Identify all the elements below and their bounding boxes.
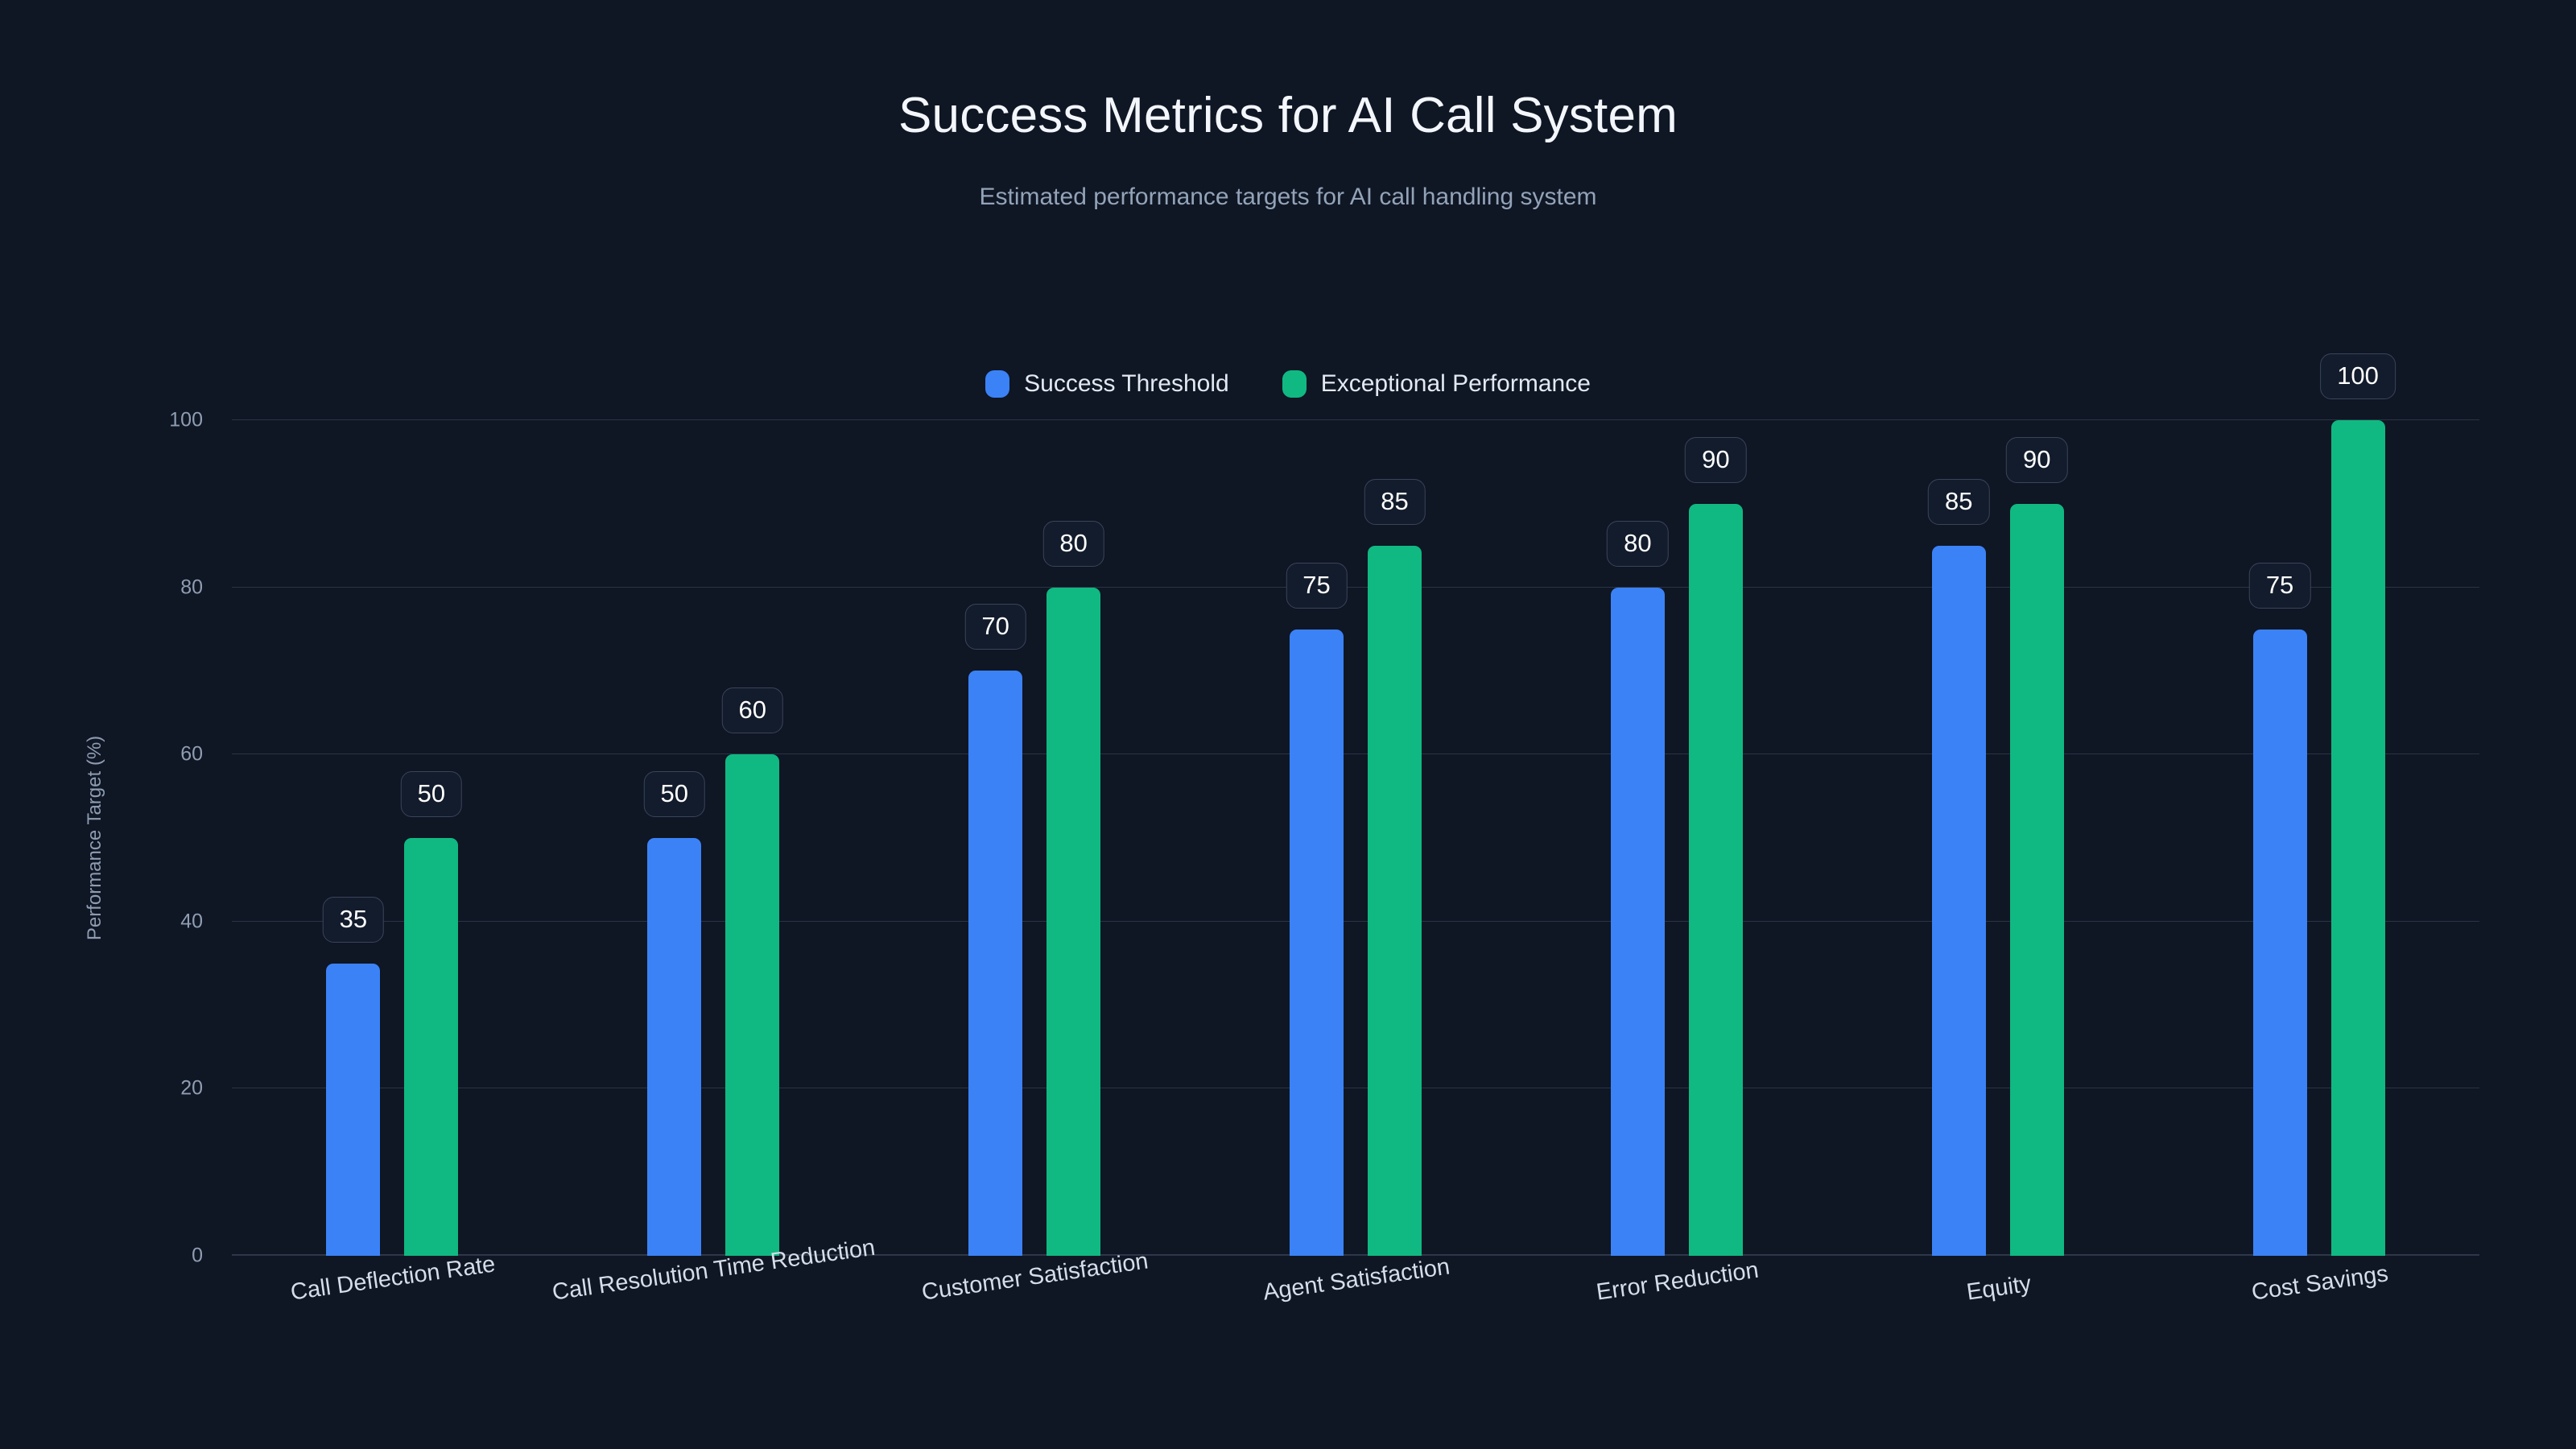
- y-axis-ticks: 0 20 40 60 80 100: [0, 409, 232, 1267]
- x-tick-label: Equity: [1965, 1270, 2033, 1306]
- bar-group: 75 100: [2248, 353, 2396, 1256]
- y-tick-label: 80: [180, 576, 203, 599]
- bar-group: 70 80: [964, 420, 1104, 1256]
- x-tick-label: Cost Savings: [2250, 1261, 2390, 1306]
- bar[interactable]: [2252, 629, 2307, 1256]
- bar-group: 80 90: [1607, 420, 1747, 1256]
- bar[interactable]: [647, 838, 702, 1256]
- bar-value-label: 90: [2005, 436, 2068, 483]
- x-axis-labels: Call Deflection Rate Call Resolution Time…: [232, 1235, 2479, 1401]
- legend-swatch-icon-exceptional-performance: [1282, 370, 1307, 398]
- plot-area: 35 50 50 60 70 80 75 85 80 90 85 90 75 100: [232, 353, 2479, 1256]
- bar[interactable]: [2009, 503, 2064, 1256]
- bar-group: 35 50: [322, 420, 463, 1256]
- x-tick-label: Error Reduction: [1595, 1257, 1761, 1306]
- gridline: [232, 419, 2479, 420]
- bar-group: 85 90: [1927, 420, 2068, 1256]
- gridline: [232, 753, 2479, 755]
- y-tick-label: 0: [192, 1244, 203, 1267]
- bar-value-label: 75: [2248, 562, 2311, 609]
- y-tick-label: 40: [180, 910, 203, 933]
- bar[interactable]: [326, 963, 381, 1256]
- bar[interactable]: [1046, 587, 1101, 1256]
- bar-group: 75 85: [1286, 420, 1426, 1256]
- bar-value-label: 90: [1685, 436, 1747, 483]
- chart-subtitle: Estimated performance targets for AI cal…: [979, 184, 1597, 211]
- bar[interactable]: [1290, 629, 1344, 1256]
- bar-value-label: 50: [643, 771, 706, 817]
- legend-swatch-icon-success-threshold: [985, 370, 1010, 398]
- bar-value-label: 60: [721, 687, 784, 734]
- legend-item-exceptional-performance[interactable]: Exceptional Performance: [1282, 370, 1591, 398]
- gridline: [232, 1255, 2479, 1256]
- bar[interactable]: [1610, 587, 1665, 1256]
- legend-label: Success Threshold: [1024, 370, 1229, 397]
- bar[interactable]: [1688, 503, 1743, 1256]
- bar-value-label: 80: [1607, 520, 1669, 567]
- chart-header: Success Metrics for AI Call System Estim…: [0, 0, 2576, 211]
- legend-item-success-threshold[interactable]: Success Threshold: [985, 370, 1229, 398]
- bar-value-label: 70: [964, 604, 1026, 650]
- bar[interactable]: [1931, 545, 1986, 1256]
- bar[interactable]: [1368, 545, 1422, 1256]
- bar[interactable]: [2330, 420, 2385, 1256]
- bar-value-label: 80: [1042, 520, 1104, 567]
- bar[interactable]: [968, 671, 1023, 1256]
- y-tick-label: 20: [180, 1076, 203, 1100]
- x-tick-label: Call Deflection Rate: [289, 1251, 497, 1306]
- y-tick-label: 100: [169, 408, 203, 431]
- legend-label: Exceptional Performance: [1320, 370, 1591, 397]
- y-tick-label: 60: [180, 742, 203, 766]
- bar-group: 50 60: [643, 420, 784, 1256]
- y-axis-title: Performance Target (%): [84, 735, 105, 941]
- chart-legend: Success Threshold Exceptional Performanc…: [0, 370, 2576, 398]
- gridline: [232, 586, 2479, 588]
- gridline: [232, 920, 2479, 922]
- bar-value-label: 50: [400, 771, 463, 817]
- bar-value-label: 35: [322, 896, 385, 943]
- bar-value-label: 85: [1364, 478, 1426, 525]
- page-title: Success Metrics for AI Call System: [898, 88, 1678, 143]
- bar-value-label: 85: [1927, 478, 1990, 525]
- bar[interactable]: [725, 754, 780, 1256]
- x-tick-label: Agent Satisfaction: [1261, 1253, 1451, 1306]
- bar[interactable]: [404, 838, 459, 1256]
- bar-value-label: 100: [2320, 353, 2396, 399]
- bar-value-label: 75: [1286, 562, 1348, 609]
- x-tick-label: Customer Satisfaction: [920, 1248, 1150, 1306]
